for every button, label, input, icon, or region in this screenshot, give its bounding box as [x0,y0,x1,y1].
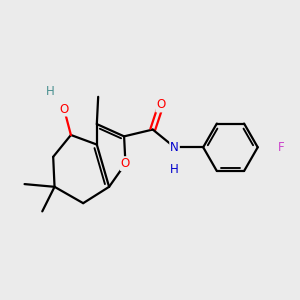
Text: H: H [46,85,55,98]
Text: O: O [121,157,130,170]
Text: N: N [170,141,179,154]
Text: F: F [278,141,284,154]
Text: O: O [156,98,166,112]
Text: O: O [59,103,69,116]
Text: H: H [170,164,179,176]
